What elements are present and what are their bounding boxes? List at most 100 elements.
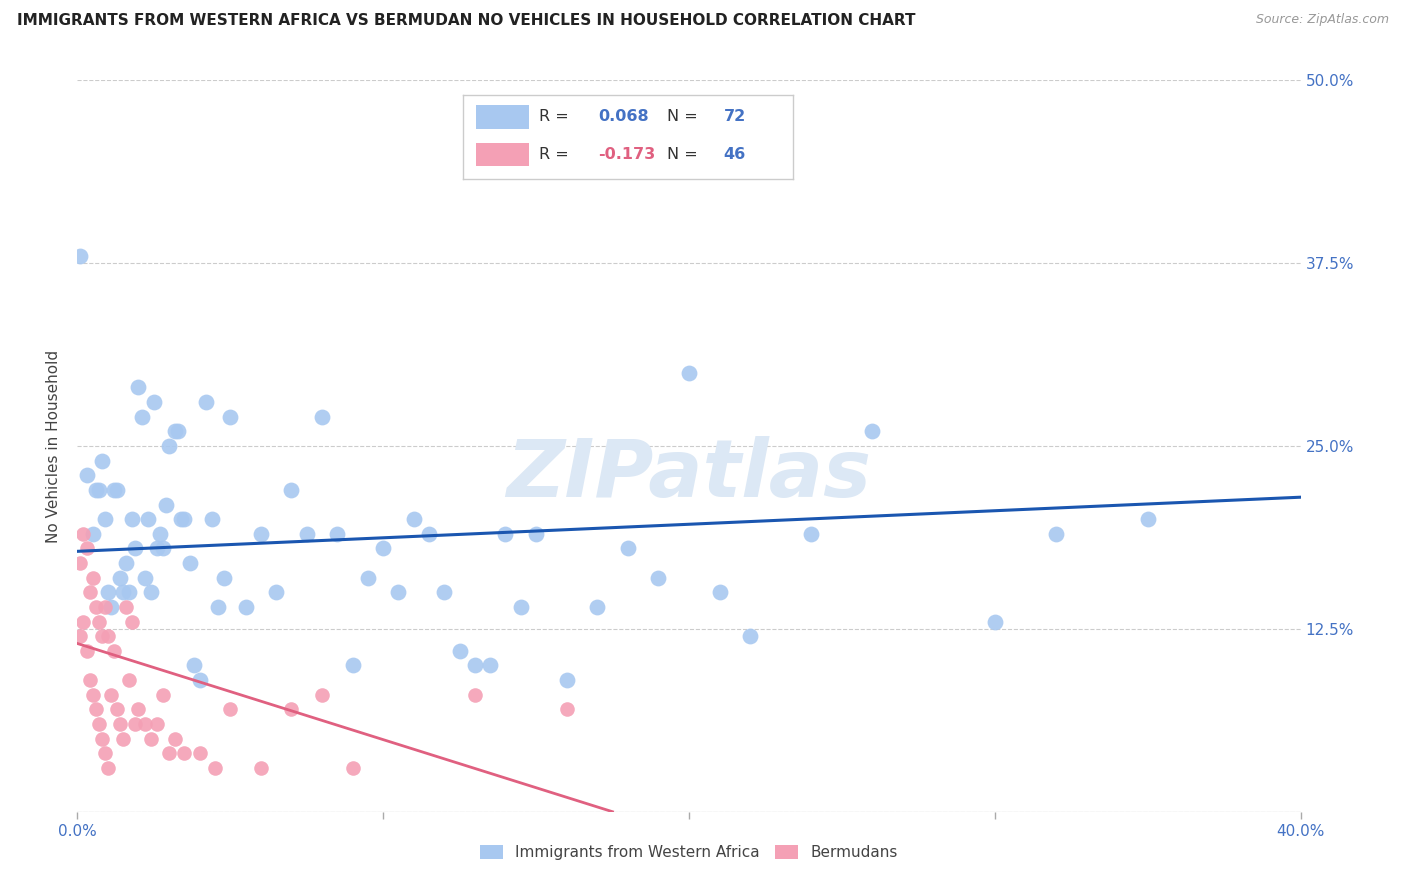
- Point: [678, 366, 700, 380]
- Point: [311, 688, 333, 702]
- Point: [79, 585, 101, 599]
- Point: [87, 483, 110, 497]
- Point: [121, 512, 143, 526]
- Point: [76, 644, 98, 658]
- Point: [118, 585, 141, 599]
- Point: [387, 585, 409, 599]
- Legend: Immigrants from Western Africa, Bermudans: Immigrants from Western Africa, Bermudan…: [474, 839, 904, 866]
- Point: [617, 541, 640, 556]
- Point: [97, 585, 120, 599]
- Point: [157, 746, 180, 760]
- Point: [84, 702, 107, 716]
- Point: [740, 629, 762, 643]
- Point: [121, 615, 143, 629]
- Point: [219, 702, 242, 716]
- Point: [357, 571, 380, 585]
- Point: [647, 571, 669, 585]
- Point: [173, 512, 195, 526]
- Point: [94, 512, 117, 526]
- Point: [136, 512, 159, 526]
- Point: [250, 761, 273, 775]
- Point: [342, 761, 364, 775]
- Point: [105, 702, 128, 716]
- Point: [326, 526, 349, 541]
- Y-axis label: No Vehicles in Household: No Vehicles in Household: [46, 350, 62, 542]
- Point: [495, 526, 517, 541]
- Point: [188, 673, 211, 687]
- Point: [128, 702, 150, 716]
- Point: [479, 658, 502, 673]
- Point: [139, 585, 162, 599]
- Point: [167, 425, 190, 439]
- Text: IMMIGRANTS FROM WESTERN AFRICA VS BERMUDAN NO VEHICLES IN HOUSEHOLD CORRELATION : IMMIGRANTS FROM WESTERN AFRICA VS BERMUD…: [17, 13, 915, 29]
- Point: [76, 468, 98, 483]
- Point: [188, 746, 211, 760]
- Point: [250, 526, 273, 541]
- Point: [152, 541, 174, 556]
- Point: [82, 571, 104, 585]
- Point: [862, 425, 884, 439]
- Point: [173, 746, 195, 760]
- Point: [235, 599, 257, 614]
- Point: [449, 644, 471, 658]
- Point: [82, 526, 104, 541]
- Point: [84, 599, 107, 614]
- Point: [87, 615, 110, 629]
- Point: [90, 731, 112, 746]
- Point: [108, 571, 131, 585]
- Point: [97, 761, 120, 775]
- Point: [280, 483, 302, 497]
- Point: [157, 439, 180, 453]
- Point: [152, 688, 174, 702]
- Point: [79, 673, 101, 687]
- Point: [103, 483, 125, 497]
- Point: [170, 512, 193, 526]
- Point: [146, 541, 169, 556]
- Point: [418, 526, 440, 541]
- Point: [984, 615, 1007, 629]
- Point: [118, 673, 141, 687]
- Point: [295, 526, 318, 541]
- Point: [105, 483, 128, 497]
- Point: [264, 585, 287, 599]
- Point: [555, 702, 578, 716]
- Point: [69, 249, 91, 263]
- Point: [149, 526, 172, 541]
- Point: [97, 629, 120, 643]
- Point: [112, 585, 135, 599]
- Point: [94, 746, 117, 760]
- Point: [219, 409, 242, 424]
- Point: [371, 541, 394, 556]
- Point: [100, 688, 122, 702]
- Point: [433, 585, 456, 599]
- Point: [280, 702, 302, 716]
- Point: [179, 556, 201, 570]
- Point: [201, 512, 224, 526]
- Point: [1136, 512, 1159, 526]
- Point: [128, 380, 150, 394]
- Point: [100, 599, 122, 614]
- Point: [142, 395, 165, 409]
- Point: [108, 717, 131, 731]
- Point: [115, 556, 138, 570]
- Point: [212, 571, 235, 585]
- Point: [155, 498, 177, 512]
- Point: [524, 526, 547, 541]
- Point: [146, 717, 169, 731]
- Point: [84, 483, 107, 497]
- Point: [134, 571, 156, 585]
- Point: [207, 599, 229, 614]
- Point: [342, 658, 364, 673]
- Point: [509, 599, 531, 614]
- Point: [555, 673, 578, 687]
- Point: [586, 599, 609, 614]
- Point: [72, 526, 94, 541]
- Point: [124, 717, 146, 731]
- Point: [139, 731, 162, 746]
- Point: [69, 629, 91, 643]
- Point: [87, 717, 110, 731]
- Point: [204, 761, 226, 775]
- Point: [94, 599, 117, 614]
- Point: [90, 453, 112, 467]
- Point: [90, 629, 112, 643]
